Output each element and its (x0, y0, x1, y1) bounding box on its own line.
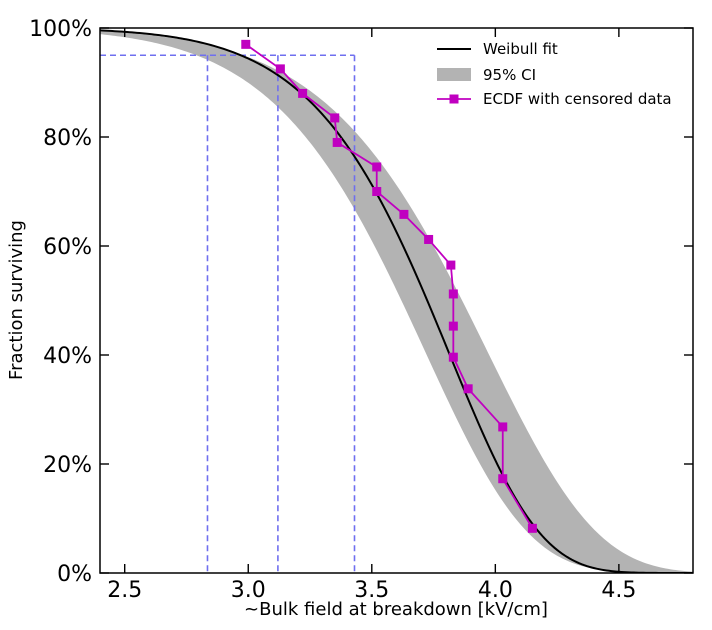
weibull-fit-line (100, 29, 693, 573)
y-axis-ticks: 0% 20% 40% 60% 80% 100% (29, 17, 693, 587)
x-axis-ticks: 2.5 3.0 3.5 4.0 4.5 (107, 28, 636, 603)
x-axis-label: ~Bulk field at breakdown [kV/cm] (244, 599, 548, 620)
ecdf-point (275, 64, 285, 74)
x-tick-label: 4.0 (478, 578, 513, 603)
legend-weibull-label: Weibull fit (483, 40, 558, 58)
legend: Weibull fit 95% CI ECDF with censored da… (437, 40, 672, 108)
ecdf-point (298, 88, 308, 98)
ecdf-point (463, 384, 473, 394)
x-tick-label: 4.5 (601, 578, 636, 603)
ecdf-point (332, 137, 342, 147)
ecdf-point (446, 260, 456, 270)
ecdf-point (372, 187, 382, 196)
y-tick-label: 20% (43, 453, 92, 478)
legend-ecdf-label: ECDF with censored data (483, 90, 672, 108)
legend-ecdf-swatch-marker (449, 94, 459, 104)
x-tick-label: 3.0 (231, 578, 266, 603)
ecdf-point (241, 39, 251, 49)
y-tick-label: 0% (57, 562, 92, 587)
ecdf-point (330, 113, 340, 123)
reference-lines (100, 54, 356, 573)
legend-ci-label: 95% CI (483, 66, 536, 84)
x-tick-label: 3.5 (354, 578, 389, 603)
y-axis-label: Fraction surviving (6, 220, 27, 380)
ecdf-point (448, 289, 458, 299)
y-tick-label: 60% (43, 235, 92, 260)
legend-ci-swatch (437, 68, 471, 81)
y-tick-label: 80% (43, 126, 92, 151)
ecdf-point (498, 474, 508, 484)
y-tick-label: 100% (29, 17, 92, 42)
confidence-band-area (100, 31, 693, 573)
ecdf-point (372, 162, 382, 172)
y-tick-label: 40% (43, 344, 92, 369)
x-tick-label: 2.5 (107, 578, 142, 603)
ecdf-point (448, 352, 458, 362)
plot-frame (99, 27, 694, 574)
ecdf-point (399, 209, 409, 219)
ecdf-point (424, 234, 434, 244)
ecdf-point (527, 523, 537, 533)
ecdf-point (448, 321, 458, 331)
ecdf-point (498, 422, 508, 432)
ecdf-markers (241, 39, 537, 533)
